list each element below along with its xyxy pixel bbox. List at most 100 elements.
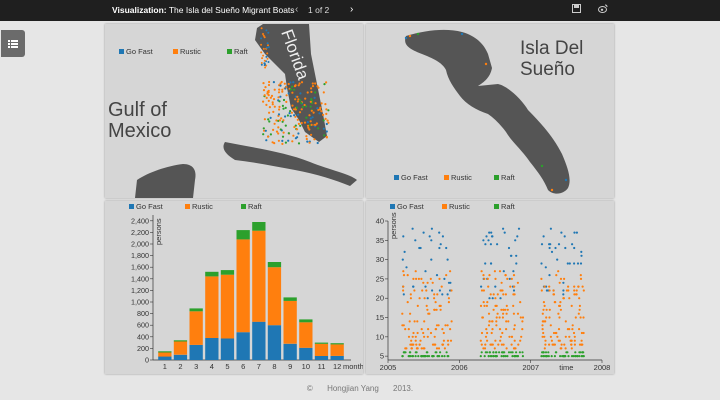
point-rustic bbox=[482, 301, 485, 304]
point-go-fast bbox=[512, 289, 516, 292]
point-raft bbox=[509, 351, 513, 354]
bar-go-fast-11 bbox=[314, 355, 329, 360]
point-rustic bbox=[418, 297, 421, 300]
point-rustic bbox=[416, 331, 419, 335]
legend-label-rustic: Rustic bbox=[451, 173, 472, 182]
map-dot bbox=[305, 135, 308, 138]
time-scatter-chart[interactable]: Go Fast Rustic Raft 5 10 15 20 25 30 35 40 persons 2… bbox=[366, 201, 614, 374]
prev-page-icon[interactable]: ‹ bbox=[295, 4, 299, 15]
point-rustic bbox=[552, 293, 555, 296]
map-dot bbox=[263, 62, 266, 65]
point-rustic bbox=[433, 335, 436, 338]
legend-swatch-go-fast bbox=[129, 204, 134, 209]
map-dot bbox=[267, 61, 270, 63]
map-dot bbox=[264, 129, 267, 132]
point-raft bbox=[574, 351, 577, 354]
legend-swatch-raft bbox=[227, 49, 232, 54]
menu-button[interactable] bbox=[1, 30, 25, 57]
point-go-fast bbox=[548, 243, 551, 246]
copyright-year: 2013. bbox=[393, 384, 414, 393]
map-dot bbox=[272, 110, 275, 113]
point-raft bbox=[488, 351, 492, 354]
x-tick-label: 2005 bbox=[380, 363, 397, 372]
list-icon bbox=[8, 40, 18, 48]
map-dot bbox=[260, 43, 263, 46]
bar-raft-8 bbox=[267, 262, 282, 268]
point-rustic bbox=[435, 308, 438, 311]
map-dot bbox=[277, 126, 280, 129]
point-go-fast bbox=[550, 250, 554, 253]
map-dot bbox=[268, 120, 271, 123]
florida-map[interactable]: Florida Gulf of Mexico Go Fast Rustic Raft bbox=[105, 24, 363, 198]
point-rustic bbox=[562, 297, 565, 300]
point-rustic bbox=[543, 335, 546, 338]
map-dot bbox=[297, 84, 300, 87]
point-rustic bbox=[573, 289, 576, 292]
point-rustic bbox=[505, 304, 508, 307]
point-rustic bbox=[414, 270, 417, 273]
point-rustic bbox=[429, 331, 433, 335]
point-rustic bbox=[499, 335, 502, 338]
point-rustic bbox=[433, 297, 436, 300]
point-rustic bbox=[579, 274, 582, 277]
map-dot bbox=[314, 102, 317, 105]
map-dot bbox=[263, 59, 266, 62]
point-rustic bbox=[563, 343, 566, 346]
map-dot bbox=[278, 88, 281, 91]
point-raft bbox=[441, 355, 444, 358]
map-dot bbox=[299, 99, 302, 102]
point-rustic bbox=[484, 343, 487, 346]
map-dot bbox=[278, 108, 281, 111]
map-dot bbox=[279, 84, 282, 87]
map-dot bbox=[269, 116, 272, 119]
map-dot bbox=[281, 139, 284, 142]
point-go-fast bbox=[514, 239, 517, 242]
x-tick-label: 12 bbox=[333, 362, 341, 371]
legend-swatch-go-fast bbox=[390, 204, 395, 209]
point-raft bbox=[578, 355, 581, 358]
map-dot bbox=[273, 88, 276, 91]
point-rustic bbox=[559, 347, 562, 350]
point-rustic bbox=[416, 320, 419, 323]
map-dot bbox=[306, 140, 309, 143]
x-tick-label: 7 bbox=[257, 362, 261, 371]
save-icon[interactable] bbox=[572, 4, 581, 15]
point-rustic bbox=[488, 320, 491, 323]
next-page-icon[interactable]: › bbox=[350, 4, 354, 15]
map-dot bbox=[294, 108, 297, 111]
point-rustic bbox=[440, 285, 443, 288]
point-raft bbox=[434, 351, 437, 354]
point-rustic bbox=[480, 343, 483, 346]
map-dot bbox=[295, 106, 298, 109]
map-dot bbox=[296, 118, 299, 121]
map-dot bbox=[284, 141, 287, 144]
map-dot bbox=[277, 91, 281, 94]
map-dot bbox=[265, 46, 268, 49]
point-rustic bbox=[416, 304, 419, 307]
weibo-icon[interactable] bbox=[598, 4, 608, 15]
map-dot bbox=[325, 81, 328, 84]
point-rustic bbox=[542, 308, 545, 311]
point-raft bbox=[511, 351, 514, 354]
map-dot bbox=[310, 133, 313, 136]
point-go-fast bbox=[562, 293, 565, 296]
point-rustic bbox=[420, 277, 423, 280]
bar-go-fast-3 bbox=[189, 344, 203, 360]
x-tick-label: 6 bbox=[241, 362, 245, 371]
point-go-fast bbox=[441, 293, 444, 296]
point-rustic bbox=[582, 289, 585, 292]
point-rustic bbox=[573, 285, 576, 288]
point-rustic bbox=[557, 270, 560, 273]
point-go-fast bbox=[494, 285, 497, 288]
point-rustic bbox=[580, 331, 583, 335]
point-rustic bbox=[512, 347, 516, 350]
monthly-bar-chart[interactable]: Go Fast Rustic Raft 0 200 400 600 800 1,000 1,200… bbox=[105, 201, 364, 374]
map-dot bbox=[315, 122, 318, 125]
point-go-fast bbox=[499, 297, 502, 300]
map-dot bbox=[294, 115, 297, 118]
point-go-fast bbox=[554, 246, 557, 250]
island-map[interactable]: Isla Del Sueño Go Fast Rustic Raft bbox=[366, 24, 614, 198]
map-dot bbox=[284, 87, 287, 90]
point-rustic bbox=[493, 347, 496, 350]
point-rustic bbox=[575, 289, 578, 292]
